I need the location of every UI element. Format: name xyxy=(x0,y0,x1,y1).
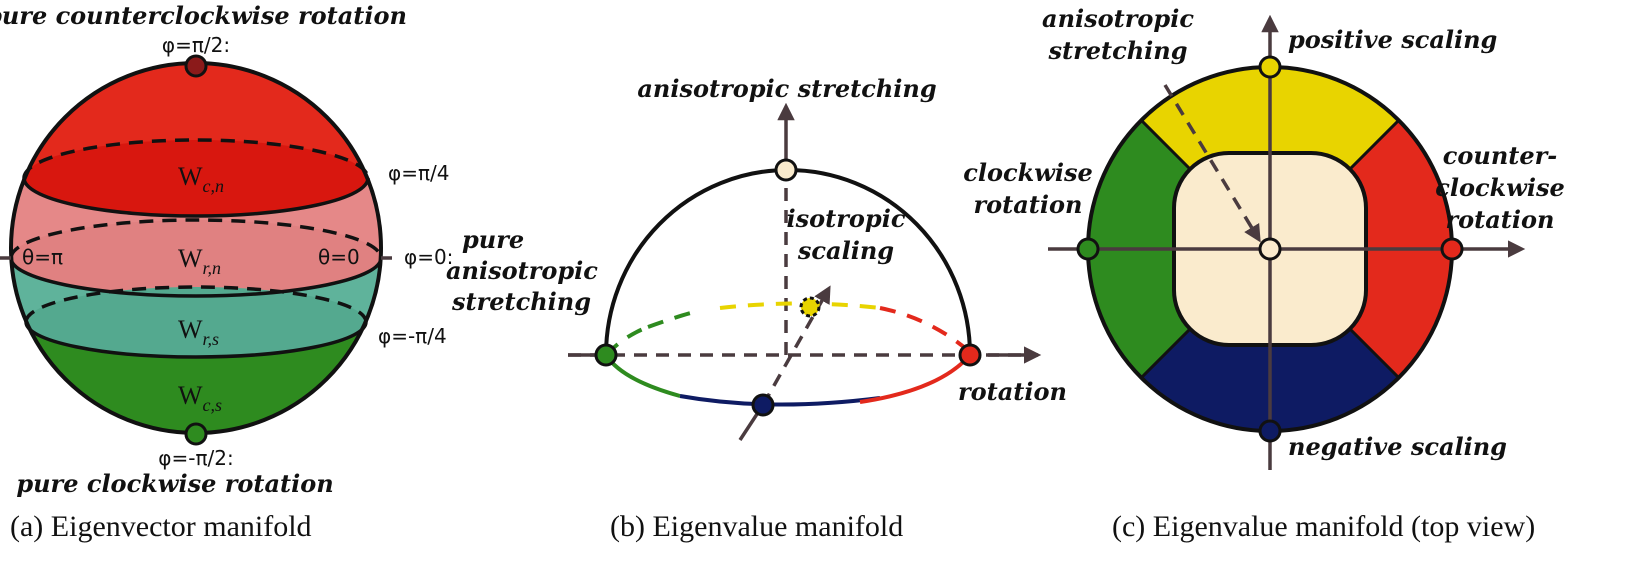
positive-scaling-label: positive scaling xyxy=(1288,25,1497,54)
ccw-label-line2: clockwise xyxy=(1435,173,1565,202)
region-label-wrs: Wr,s xyxy=(178,315,219,349)
bottom-point xyxy=(751,393,775,417)
region-label-wcs: Wc,s xyxy=(178,381,222,415)
negative-point xyxy=(1258,419,1282,443)
top-point xyxy=(774,158,798,182)
zero-label-line1: pure xyxy=(462,225,524,254)
positive-point xyxy=(1258,55,1282,79)
phi-top-label: φ=π/2: xyxy=(162,33,230,57)
region-label-wcn: Wc,n xyxy=(178,162,224,196)
ccw-label-line1: counter- xyxy=(1443,141,1557,170)
bottom-title-label: pure clockwise rotation xyxy=(16,469,333,498)
sphere-mid-pink xyxy=(11,220,381,296)
panel-b-hemisphere xyxy=(568,102,1042,441)
left-point xyxy=(594,343,618,367)
negative-scaling-label: negative scaling xyxy=(1288,432,1507,461)
scaling-label: scaling xyxy=(797,236,894,265)
phi-neg-quarter-label: φ=-π/4 xyxy=(378,324,447,348)
theta-left-label: θ=π xyxy=(22,245,63,269)
zero-label-line3: stretching xyxy=(451,287,591,316)
north-pole-point xyxy=(184,54,208,78)
south-pole-point xyxy=(184,422,208,446)
top-title-label: pure counterclockwise rotation xyxy=(0,1,407,30)
region-label-wrn: Wr,n xyxy=(178,244,221,278)
phi-zero-label: φ=0: xyxy=(404,245,453,269)
clockwise-point xyxy=(1076,237,1100,261)
panel-a-sphere xyxy=(0,54,392,446)
theta-right-label: θ=0 xyxy=(318,245,360,269)
center-point-c xyxy=(1258,237,1282,261)
clockwise-label-line1: clockwise xyxy=(963,158,1093,187)
caption-b: (b) Eigenvalue manifold xyxy=(610,510,903,543)
ccw-label-line3: rotation xyxy=(1446,205,1555,234)
sphere-mid-teal xyxy=(26,287,366,357)
phi-quarter-label: φ=π/4 xyxy=(388,161,449,185)
zero-label-line2: anisotropic xyxy=(446,256,598,285)
caption-c: (c) Eigenvalue manifold (top view) xyxy=(1112,510,1535,543)
right-point xyxy=(958,343,982,367)
counterclockwise-point xyxy=(1440,237,1464,261)
aniso-label-line2: stretching xyxy=(1047,36,1187,65)
clockwise-label-line2: rotation xyxy=(974,190,1083,219)
phi-bottom-label: φ=-π/2: xyxy=(158,446,233,470)
aniso-label-line1: anisotropic xyxy=(1042,4,1194,33)
caption-a: (a) Eigenvector manifold xyxy=(10,510,312,543)
anisotropic-stretching-label: anisotropic stretching xyxy=(637,74,936,103)
sphere-cap-red xyxy=(24,140,368,216)
rotation-label: rotation xyxy=(958,377,1067,406)
panel-c-disk xyxy=(1048,14,1526,470)
center-point xyxy=(799,296,821,318)
isotropic-label: isotropic xyxy=(787,204,906,233)
